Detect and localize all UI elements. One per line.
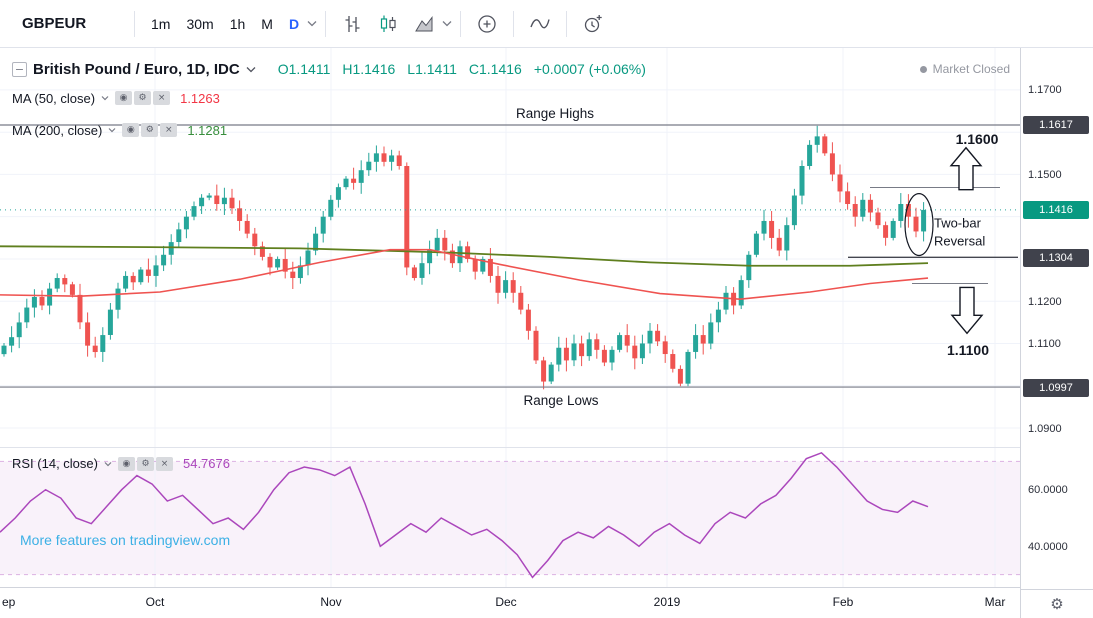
toolbar-divider: [325, 10, 327, 37]
price-axis-badge: 1.1416: [1023, 201, 1089, 219]
ohlc-close: C1.1416: [468, 61, 522, 77]
ohlc-change: +0.0007 (+0.06%): [533, 61, 646, 77]
time-axis-label: Dec: [495, 595, 517, 609]
visibility-icon[interactable]: ◉: [117, 456, 135, 471]
candles-style-icon[interactable]: [370, 9, 406, 39]
price-axis[interactable]: ⚙ 1.1700 1.1500 1.1200 1.1100 1.0900 1.1617 1.…: [1020, 48, 1093, 618]
settings-icon[interactable]: ⚙: [141, 123, 159, 137]
compare-plus-icon[interactable]: [469, 9, 505, 39]
toolbar-divider: [460, 10, 462, 37]
chevron-down-icon[interactable]: [101, 95, 109, 101]
chart-legend: − British Pound / Euro, 1D, IDC O1.1411 …: [12, 56, 646, 140]
price-axis-badge: 1.0997: [1023, 379, 1089, 397]
rsi-axis-label: 40.0000: [1028, 541, 1068, 553]
collapse-pane-icon[interactable]: −: [12, 61, 27, 77]
svg-text:1.1100: 1.1100: [947, 342, 989, 358]
svg-text:Reversal: Reversal: [934, 234, 985, 249]
settings-icon[interactable]: ⚙: [134, 91, 152, 105]
chevron-down-icon[interactable]: [108, 127, 116, 133]
price-pane: Range Highs Range Lows 1.1600 1.1100 Two-bar…: [0, 48, 1020, 448]
svg-text:Two-bar: Two-bar: [934, 216, 982, 231]
symbol-search[interactable]: GBPEUR: [22, 15, 87, 32]
time-axis-label: Mar: [984, 595, 1006, 609]
toolbar-divider: [134, 10, 135, 37]
svg-text:1.1600: 1.1600: [956, 131, 999, 147]
visibility-icon[interactable]: ◉: [122, 123, 140, 137]
chart-area: Range Highs Range Lows 1.1600 1.1100 Two-bar…: [0, 48, 1093, 618]
rsi-pane: RSI (14, close) ◉ ⚙ × 54.7676 More featu…: [0, 448, 1020, 588]
price-axis-badge: 1.1304: [1023, 249, 1089, 267]
ohlc-open: O1.1411: [277, 61, 331, 77]
rsi-axis-label: 60.0000: [1028, 484, 1068, 496]
svg-text:Range Lows: Range Lows: [524, 393, 599, 408]
bars-style-icon[interactable]: [334, 9, 370, 39]
price-axis-label: 1.1500: [1028, 169, 1062, 181]
remove-icon[interactable]: ×: [153, 91, 171, 105]
chart-title[interactable]: British Pound / Euro, 1D, IDC: [33, 60, 240, 78]
time-axis-label: Oct: [145, 595, 165, 609]
toolbar-divider: [513, 10, 515, 37]
chart-panes: Range Highs Range Lows 1.1600 1.1100 Two-bar…: [0, 48, 1020, 618]
title-chevron-icon[interactable]: [246, 66, 256, 73]
top-toolbar: GBPEUR 1m 30m 1h M D: [0, 0, 1093, 48]
alert-clock-icon[interactable]: [575, 9, 611, 39]
remove-icon[interactable]: ×: [160, 123, 178, 137]
interval-30m[interactable]: 30m: [178, 11, 221, 37]
interval-chevron-icon[interactable]: [307, 20, 317, 27]
svg-text:Range Highs: Range Highs: [516, 106, 594, 121]
ohlc-values: O1.1411 H1.1416 L1.1411 C1.1416 +0.0007 …: [278, 61, 646, 77]
market-status-label: Market Closed: [932, 62, 1010, 76]
area-style-icon[interactable]: [406, 9, 442, 39]
market-closed-dot: [919, 65, 927, 73]
price-axis-badge: 1.1617: [1023, 116, 1089, 134]
rsi-value: 54.7676: [182, 456, 230, 471]
ma200-indicator-label[interactable]: MA (200, close): [12, 122, 103, 138]
toolbar-divider: [566, 10, 568, 37]
price-axis-label: 1.1700: [1028, 84, 1062, 96]
remove-icon[interactable]: ×: [155, 456, 173, 471]
rsi-legend: RSI (14, close) ◉ ⚙ × 54.7676: [12, 456, 230, 471]
settings-gear-icon[interactable]: ⚙: [1021, 589, 1093, 618]
ohlc-high: H1.1416: [342, 61, 396, 77]
time-axis-label: ep: [2, 595, 16, 609]
price-axis-label: 1.1200: [1028, 296, 1062, 308]
ma200-value: 1.1281: [187, 122, 228, 138]
market-status: Market Closed: [919, 62, 1010, 76]
time-axis-label: Nov: [320, 595, 342, 609]
price-axis-label: 1.0900: [1028, 423, 1062, 435]
time-axis-label: 2019: [653, 595, 681, 609]
interval-M[interactable]: M: [253, 11, 281, 37]
style-chevron-icon[interactable]: [442, 20, 452, 27]
ohlc-low: L1.1411: [407, 61, 457, 77]
interval-1h[interactable]: 1h: [222, 11, 254, 37]
interval-D[interactable]: D: [281, 11, 307, 37]
line-tool-icon[interactable]: [522, 9, 558, 39]
price-axis-label: 1.1100: [1028, 338, 1061, 350]
tradingview-watermark-link[interactable]: More features on tradingview.com: [20, 532, 231, 548]
time-axis-label: Feb: [832, 595, 854, 609]
time-axis[interactable]: ep Oct Nov Dec 2019 Feb Mar: [0, 588, 1020, 617]
settings-icon[interactable]: ⚙: [136, 456, 154, 471]
chevron-down-icon[interactable]: [104, 461, 112, 467]
visibility-icon[interactable]: ◉: [115, 91, 133, 105]
interval-1m[interactable]: 1m: [143, 11, 178, 37]
rsi-indicator-label[interactable]: RSI (14, close): [12, 456, 98, 471]
ma50-indicator-label[interactable]: MA (50, close): [12, 90, 96, 106]
ma50-value: 1.1263: [180, 90, 220, 106]
